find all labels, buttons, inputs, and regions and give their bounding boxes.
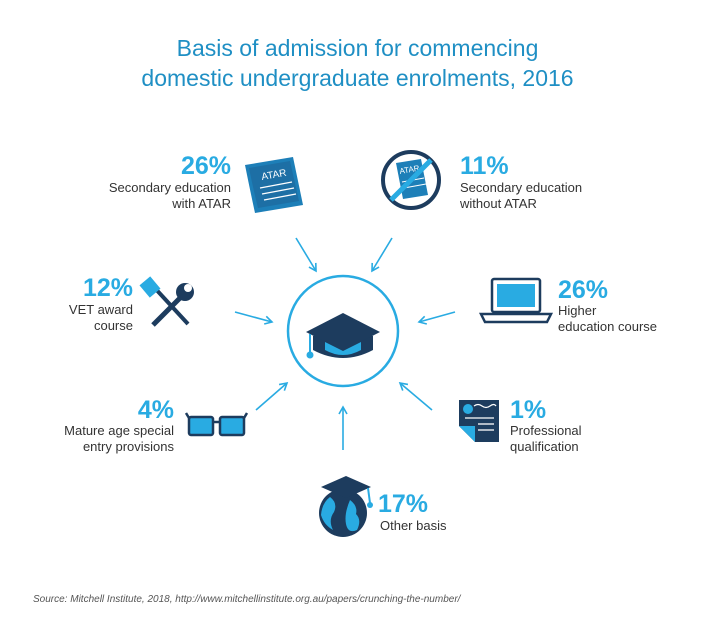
arrow-professional — [398, 381, 433, 411]
value-vet: 12% — [82, 274, 133, 302]
atar-document-icon: ATAR — [245, 157, 303, 213]
label-atar-line2: with ATAR — [172, 196, 231, 211]
label-professional: Professional qualification — [510, 423, 582, 455]
label-vet-line2: course — [93, 318, 133, 333]
label-professional-line2: qualification — [510, 439, 579, 454]
certificate-icon — [459, 400, 499, 442]
center-graduation-cap-icon — [286, 274, 400, 388]
globe-graduate-icon — [319, 476, 373, 537]
label-atar-line1: Secondary education — [108, 180, 231, 195]
label-higher-ed-line2: education course — [558, 319, 658, 334]
label-vet-line1: VET award — [68, 302, 133, 317]
value-professional: 1% — [510, 396, 547, 424]
chart-title: Basis of admission for commencing domest… — [0, 33, 715, 93]
arrow-no-atar — [371, 237, 393, 273]
value-higher-ed: 26% — [558, 276, 609, 304]
value-no-atar: 11% — [460, 152, 509, 180]
label-professional-line1: Professional — [510, 423, 582, 438]
label-no-atar: Secondary education without ATAR — [460, 180, 582, 212]
arrow-vet — [234, 311, 274, 325]
label-mature-age-line2: entry provisions — [82, 439, 174, 454]
arrow-higher-ed — [417, 311, 456, 325]
laptop-icon — [478, 277, 554, 324]
value-atar: 26% — [180, 152, 231, 180]
svg-text:ATAR: ATAR — [261, 168, 288, 183]
label-no-atar-line1: Secondary education — [460, 180, 583, 195]
arrow-atar — [295, 237, 317, 273]
value-other: 17% — [378, 490, 429, 518]
arrows — [234, 237, 456, 450]
title-line-2: domestic undergraduate enrolments, 2016 — [141, 65, 574, 91]
label-atar: Secondary education with ATAR — [109, 180, 231, 212]
arrow-mature-age — [255, 381, 289, 411]
no-atar-icon: ATAR — [381, 150, 441, 210]
title-line-1: Basis of admission for commencing — [176, 35, 539, 61]
source-note: Source: Mitchell Institute, 2018, http:/… — [33, 594, 461, 605]
tools-icon — [139, 276, 194, 327]
label-higher-ed: Higher education course — [558, 303, 657, 335]
label-no-atar-line2: without ATAR — [460, 196, 537, 211]
label-mature-age-line1: Mature age special — [64, 423, 174, 438]
value-mature-age: 4% — [137, 396, 174, 424]
label-vet: VET award course — [69, 302, 133, 334]
label-mature-age: Mature age special entry provisions — [64, 423, 174, 455]
label-other: Other basis — [380, 518, 447, 533]
label-higher-ed-line1: Higher — [558, 303, 597, 318]
glasses-icon — [184, 412, 249, 437]
